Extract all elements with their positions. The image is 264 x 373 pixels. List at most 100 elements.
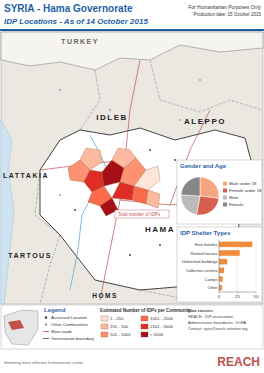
source-line: Administrative boundaries: OCHA [188, 320, 247, 325]
legend-label: Assessed Location [51, 315, 88, 320]
logo: REACH [217, 355, 260, 369]
region-label: IDLEB [96, 113, 128, 122]
legend-label: Main roads [51, 329, 72, 334]
bars [219, 242, 252, 291]
bar-chart: IDP Shelter Types 0 25 50 Host families Rente… [177, 227, 262, 302]
admin-boundary [40, 235, 60, 304]
tick-label: 0 [218, 294, 221, 299]
pie-legend-label: Female [229, 202, 244, 207]
turkey-area [1, 32, 263, 70]
classes-title: Estimated Number of IDPs per Community [100, 308, 191, 313]
legend-panel [1, 305, 263, 349]
legend-symbol [45, 316, 47, 318]
pie-legend-label: Male [229, 195, 239, 200]
bar [219, 285, 222, 291]
subtitle: IDP Locations - As of 14 October 2015 [4, 17, 148, 26]
region-label: HOMS [92, 292, 118, 299]
legend-label: Governorate boundary [51, 336, 95, 341]
x-axis [219, 292, 256, 293]
grid-line [256, 240, 257, 292]
sea [1, 120, 14, 304]
category-label: Rented houses [191, 251, 218, 256]
region-label: TURKEY [61, 38, 99, 45]
community-point [199, 79, 201, 81]
class-label: 501 - 1000 [110, 332, 131, 337]
community-point [109, 109, 111, 111]
source-line: Contact: syria@reach-initiative.org [188, 326, 248, 331]
legend-symbol [45, 323, 47, 325]
logo-bg [214, 352, 262, 370]
page: SYRIA - Hama Governorate IDP Locations - … [0, 0, 264, 373]
source-line: Data sources: [188, 308, 214, 313]
idp-community [146, 190, 160, 208]
pie-title: Gender and Age [180, 163, 227, 169]
tick-label: 50 [254, 294, 259, 299]
map: TURKEY IDLEB ALEPPO LATTAKIA HAMA TARTOUS HOMS… [1, 32, 263, 304]
idp-community [134, 166, 160, 190]
class-swatch [141, 316, 148, 321]
category-label: Collective centres [186, 268, 218, 273]
bar [219, 268, 224, 274]
region-label: HAMA [145, 225, 175, 234]
grid-line [219, 240, 220, 292]
legend-label: Other Communities [51, 322, 88, 327]
map-frame [1, 32, 263, 304]
pie-legend-swatch [223, 189, 227, 193]
inset-syria [4, 310, 38, 345]
header-rule [0, 29, 264, 31]
pie-slice [196, 196, 218, 215]
bar [219, 250, 240, 256]
pie-legend-swatch [223, 203, 227, 207]
class-swatch [101, 316, 108, 321]
class-swatch [101, 332, 108, 337]
legend: Legend Assessed Location Other Communities… [1, 305, 263, 349]
class-label: 2501 - 5000 [150, 324, 174, 329]
header-bg [0, 0, 264, 30]
bar-title: IDP Shelter Types [180, 230, 231, 236]
class-swatch [101, 324, 108, 329]
bar [219, 259, 227, 265]
class-swatch [141, 332, 148, 337]
class-label: 1001 - 2500 [150, 316, 174, 321]
idp-community [80, 148, 102, 170]
pie-legend-label: Male under 18 [229, 181, 257, 186]
category-label: Other [207, 285, 218, 290]
tick-label: 25 [235, 294, 240, 299]
region-label: TARTOUS [8, 252, 52, 259]
category-label: Unfinished buildings [182, 259, 218, 264]
production-date: Production date: 15 October 2015 [193, 12, 261, 17]
bar-panel [177, 227, 262, 302]
pie-legend-swatch [223, 196, 227, 200]
community-point [179, 119, 181, 121]
bar [219, 242, 252, 248]
source-line: REACH - IDP assessment [188, 314, 234, 319]
title: SYRIA - Hama Governorate [4, 3, 133, 14]
pie-slice [181, 177, 200, 196]
legend-symbol [43, 331, 49, 332]
pie-legend-swatch [223, 182, 227, 186]
legend-symbol [43, 338, 49, 339]
admin-boundary [150, 60, 262, 112]
pie-slice [200, 177, 219, 198]
community-point [129, 254, 131, 256]
annotation-box [115, 210, 169, 218]
community-point [159, 244, 161, 246]
legend-title: Legend [44, 307, 66, 313]
idp-community [112, 148, 136, 168]
class-swatch [141, 324, 148, 329]
inset-hama [8, 320, 24, 330]
pie-chart: Gender and Age Male under 18 Female under … [177, 160, 262, 224]
community-point [74, 209, 76, 211]
y-axis [219, 240, 220, 292]
class-label: > 5000 [150, 332, 164, 337]
community-point [59, 194, 61, 196]
class-label: 251 - 500 [110, 324, 129, 329]
community-point [149, 149, 151, 151]
category-label: Host families [195, 242, 218, 247]
region-label: LATTAKIA [3, 172, 49, 179]
pie-slice [181, 195, 200, 215]
region-label: ALEPPO [184, 117, 226, 126]
pie-panel [177, 160, 262, 224]
class-label: 1 - 250 [110, 316, 124, 321]
pie-legend-label: Female under 18 [229, 188, 262, 193]
